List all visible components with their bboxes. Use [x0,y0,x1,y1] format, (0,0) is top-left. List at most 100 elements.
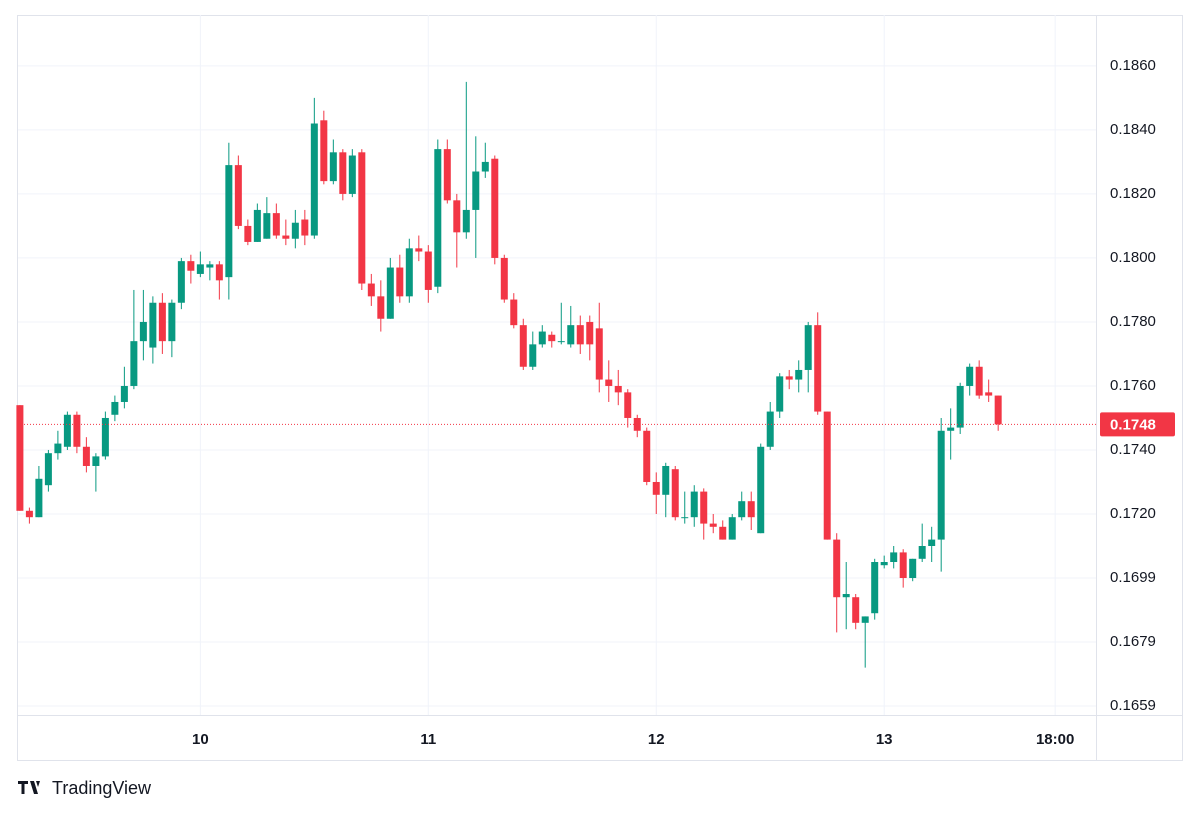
candle-body [453,200,461,233]
x-tick-label: 10 [192,731,209,748]
candle-body [291,222,299,239]
candle-body [966,366,974,386]
candle-body [614,385,622,393]
candle-body [975,366,983,396]
candle-body [652,481,660,495]
candle-body [386,267,394,319]
candle-body [234,165,242,226]
candle-body [244,225,252,242]
grid [18,15,1096,715]
logo: TradingView [18,778,152,798]
last-price-label: 0.1748 [1110,416,1156,433]
candle-body [215,264,223,281]
candle-body [405,248,413,297]
candle-body [519,325,527,367]
candle-body [709,523,717,527]
y-tick-label: 0.1659 [1110,697,1156,714]
candle-body [747,501,755,518]
candle-body [272,213,280,236]
y-tick-label: 0.1740 [1110,441,1156,458]
candle-body [852,597,860,623]
candle-body [367,283,375,297]
candle-body [994,395,1002,425]
candle-body [605,379,613,386]
candle-body [168,302,176,342]
candle-body [633,417,641,431]
last-price-box [1100,412,1175,437]
y-tick-label: 0.1820 [1110,185,1156,202]
candle-body [804,325,812,370]
candle-body [25,510,33,518]
candle-body [377,296,385,319]
candle-body [82,446,90,466]
candle-body [700,491,708,524]
candle-body [918,546,926,559]
candle-body [187,261,195,271]
candle-body [643,430,651,482]
y-tick-label: 0.1840 [1110,121,1156,138]
candle-body [947,427,955,431]
candle-body [833,539,841,598]
candle-body [101,417,109,457]
x-tick-label: 12 [648,731,665,748]
candle-body [548,334,556,342]
candle-body [956,385,964,428]
candle-body [472,171,480,210]
candle-body [177,261,185,303]
candle-body [320,120,328,182]
candle-body [937,430,945,540]
candle-body [624,392,632,418]
candle-body [73,414,81,447]
candle-body [301,219,309,236]
y-tick-label: 0.1699 [1110,569,1156,586]
candle-body [92,456,100,466]
brand: TradingView [52,778,152,798]
candle-body [443,149,451,201]
candle-body [263,213,271,239]
candle-body [111,401,119,415]
candle-body [814,325,822,412]
candle-body [225,165,233,278]
x-tick-label: 18:00 [1036,731,1074,748]
candle-body [16,405,24,511]
candle-body [595,328,603,380]
y-tick-label: 0.1780 [1110,313,1156,330]
candle-body [861,616,869,623]
candle-body [329,152,337,182]
y-tick-label: 0.1860 [1110,57,1156,74]
candle-body [909,558,917,579]
candle-body [481,161,489,172]
candle-body [158,302,166,342]
candle-body [671,469,679,518]
chart-frame [17,15,1183,761]
candle-body [719,526,727,540]
candle-body [928,539,936,547]
candle-body [196,264,204,274]
candle-body [63,414,71,447]
candle-body [890,552,898,563]
candle-body [348,155,356,194]
candle-body [253,209,261,242]
candle-body [776,376,784,412]
candle-body [35,478,43,518]
candle-body [880,562,888,566]
candle-body [282,235,290,239]
x-tick-label: 13 [876,731,893,748]
candle-body [434,149,442,287]
candle-body [424,251,432,290]
candle-body [586,321,594,345]
candle-body [396,267,404,297]
candle-body [576,325,584,345]
y-tick-label: 0.1679 [1110,633,1156,650]
candle-body [310,123,318,236]
candle-body [491,158,499,258]
candle-body [662,465,670,495]
candle-body [785,376,793,380]
candle-body [139,321,147,342]
candle-body [681,517,689,519]
logo-icon [18,781,40,794]
candle-body [899,552,907,579]
candle-body [871,562,879,614]
